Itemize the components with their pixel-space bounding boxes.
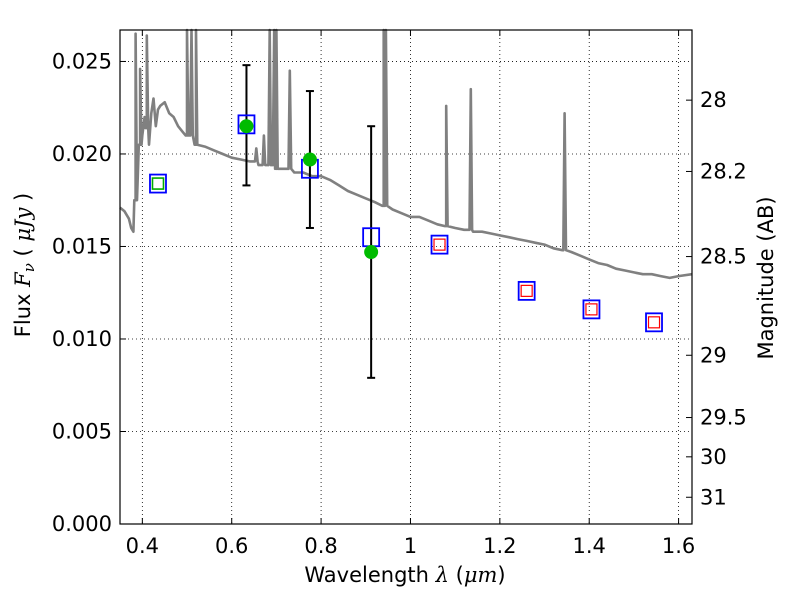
x-tick-label: 0.4 <box>126 534 159 558</box>
x-tick-label: 1 <box>404 534 417 558</box>
y-tick-label: 0.025 <box>52 49 112 73</box>
x-tick-label: 0.8 <box>304 534 337 558</box>
x-tick-label: 1.2 <box>483 534 516 558</box>
x-tick-label: 0.6 <box>215 534 248 558</box>
x-axis-ticks: 0.4 0.6 0.8 1 1.2 1.4 1.6 <box>126 30 695 558</box>
magnitude-tick-label: 31 <box>700 485 727 509</box>
model-box-marker <box>237 114 256 135</box>
x-tick-label: 1.4 <box>573 534 606 558</box>
magnitude-tick-label: 29 <box>700 343 727 367</box>
y-axis-label: Flux Fν ( μJy ) <box>11 193 38 337</box>
magnitude-tick-label: 30 <box>700 445 727 469</box>
inner-square-series <box>433 238 661 329</box>
inner-square-marker <box>520 284 533 297</box>
model-box-marker <box>430 234 449 255</box>
model-box-series <box>149 114 663 333</box>
model-box-marker <box>582 299 601 320</box>
x-tick-label: 1.6 <box>662 534 695 558</box>
magnitude-tick-label: 29.5 <box>700 406 747 430</box>
observed-point-series <box>239 119 379 260</box>
inner-square-marker <box>647 316 661 329</box>
y-tick-label: 0.010 <box>52 327 112 351</box>
magnitude-tick-label: 28.5 <box>700 245 747 269</box>
model-box-marker <box>645 312 663 333</box>
magnitude-tick-label: 28 <box>700 88 727 112</box>
y-axis-ticks: 0.000 0.005 0.010 0.015 0.020 0.025 <box>52 49 126 536</box>
magnitude-axis-ticks: 28 28.2 28.5 29 29.5 30 31 <box>686 88 747 509</box>
errorbar-series <box>242 64 376 379</box>
magnitude-axis-label: Magnitude (AB) <box>754 196 778 359</box>
plot-frame <box>119 29 693 525</box>
inner-square-marker <box>433 238 446 251</box>
inner-square-marker <box>585 303 598 316</box>
observed-point <box>239 119 254 134</box>
spectrum-line <box>119 28 693 280</box>
y-tick-label: 0.020 <box>52 142 112 166</box>
grid-lines <box>120 30 692 525</box>
green-square-series <box>151 177 165 190</box>
x-axis-label: Wavelength λ (μm) <box>304 563 505 587</box>
y-tick-label: 0.000 <box>52 512 112 536</box>
model-box-marker <box>149 173 167 194</box>
observed-point <box>302 152 317 167</box>
observed-point <box>364 245 379 260</box>
y-tick-label: 0.015 <box>52 234 112 258</box>
green-square-marker <box>151 177 165 190</box>
magnitude-tick-label: 28.2 <box>700 159 747 183</box>
model-box-marker <box>517 280 536 301</box>
spectrum-series <box>119 28 693 280</box>
y-tick-label: 0.005 <box>52 419 112 443</box>
